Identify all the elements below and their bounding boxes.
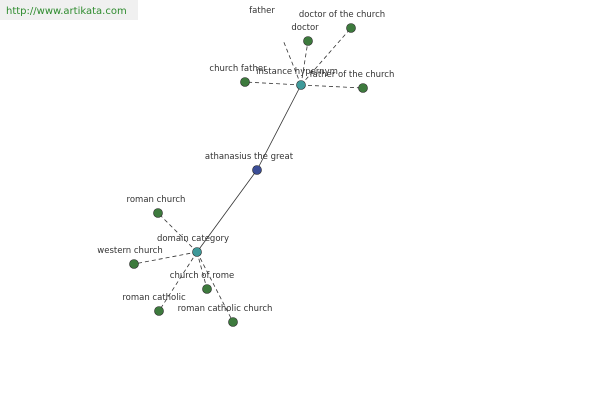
node[interactable]	[303, 36, 313, 46]
url-box	[0, 0, 138, 20]
node-label[interactable]: western church	[97, 246, 162, 256]
node-label[interactable]: church of rome	[170, 271, 234, 281]
edge	[196, 251, 208, 290]
node-label[interactable]: father of the church	[310, 70, 395, 80]
edge	[300, 27, 352, 86]
edge	[157, 212, 198, 253]
node[interactable]	[192, 247, 202, 257]
node-label[interactable]: athanasius the great	[205, 152, 294, 162]
node-label[interactable]: doctor	[291, 23, 319, 33]
node-label[interactable]: roman catholic	[122, 293, 186, 303]
node[interactable]	[129, 259, 139, 269]
edge	[133, 251, 198, 265]
node[interactable]	[153, 208, 163, 218]
node[interactable]	[252, 165, 262, 175]
node-label[interactable]: father	[249, 6, 275, 16]
node-label[interactable]: doctor of the church	[299, 10, 385, 20]
edge	[300, 84, 364, 89]
edge	[158, 251, 198, 312]
edge	[300, 40, 309, 86]
node-label[interactable]: church father	[209, 64, 267, 74]
node-label[interactable]: instance hypernym	[256, 67, 338, 77]
node-label[interactable]: roman catholic church	[178, 304, 273, 314]
node[interactable]	[240, 77, 250, 87]
edge	[244, 81, 302, 86]
node[interactable]	[296, 80, 306, 90]
edge	[196, 251, 234, 323]
site-url[interactable]: http://www.artikata.com	[6, 6, 127, 17]
node[interactable]	[228, 317, 238, 327]
edge	[196, 169, 258, 253]
edge	[282, 39, 302, 86]
edge	[256, 84, 302, 171]
node[interactable]	[358, 83, 368, 93]
node[interactable]	[154, 306, 164, 316]
node[interactable]	[202, 284, 212, 294]
node-label[interactable]: domain category	[157, 234, 229, 244]
node-label[interactable]: roman church	[127, 195, 186, 205]
node[interactable]	[346, 23, 356, 33]
